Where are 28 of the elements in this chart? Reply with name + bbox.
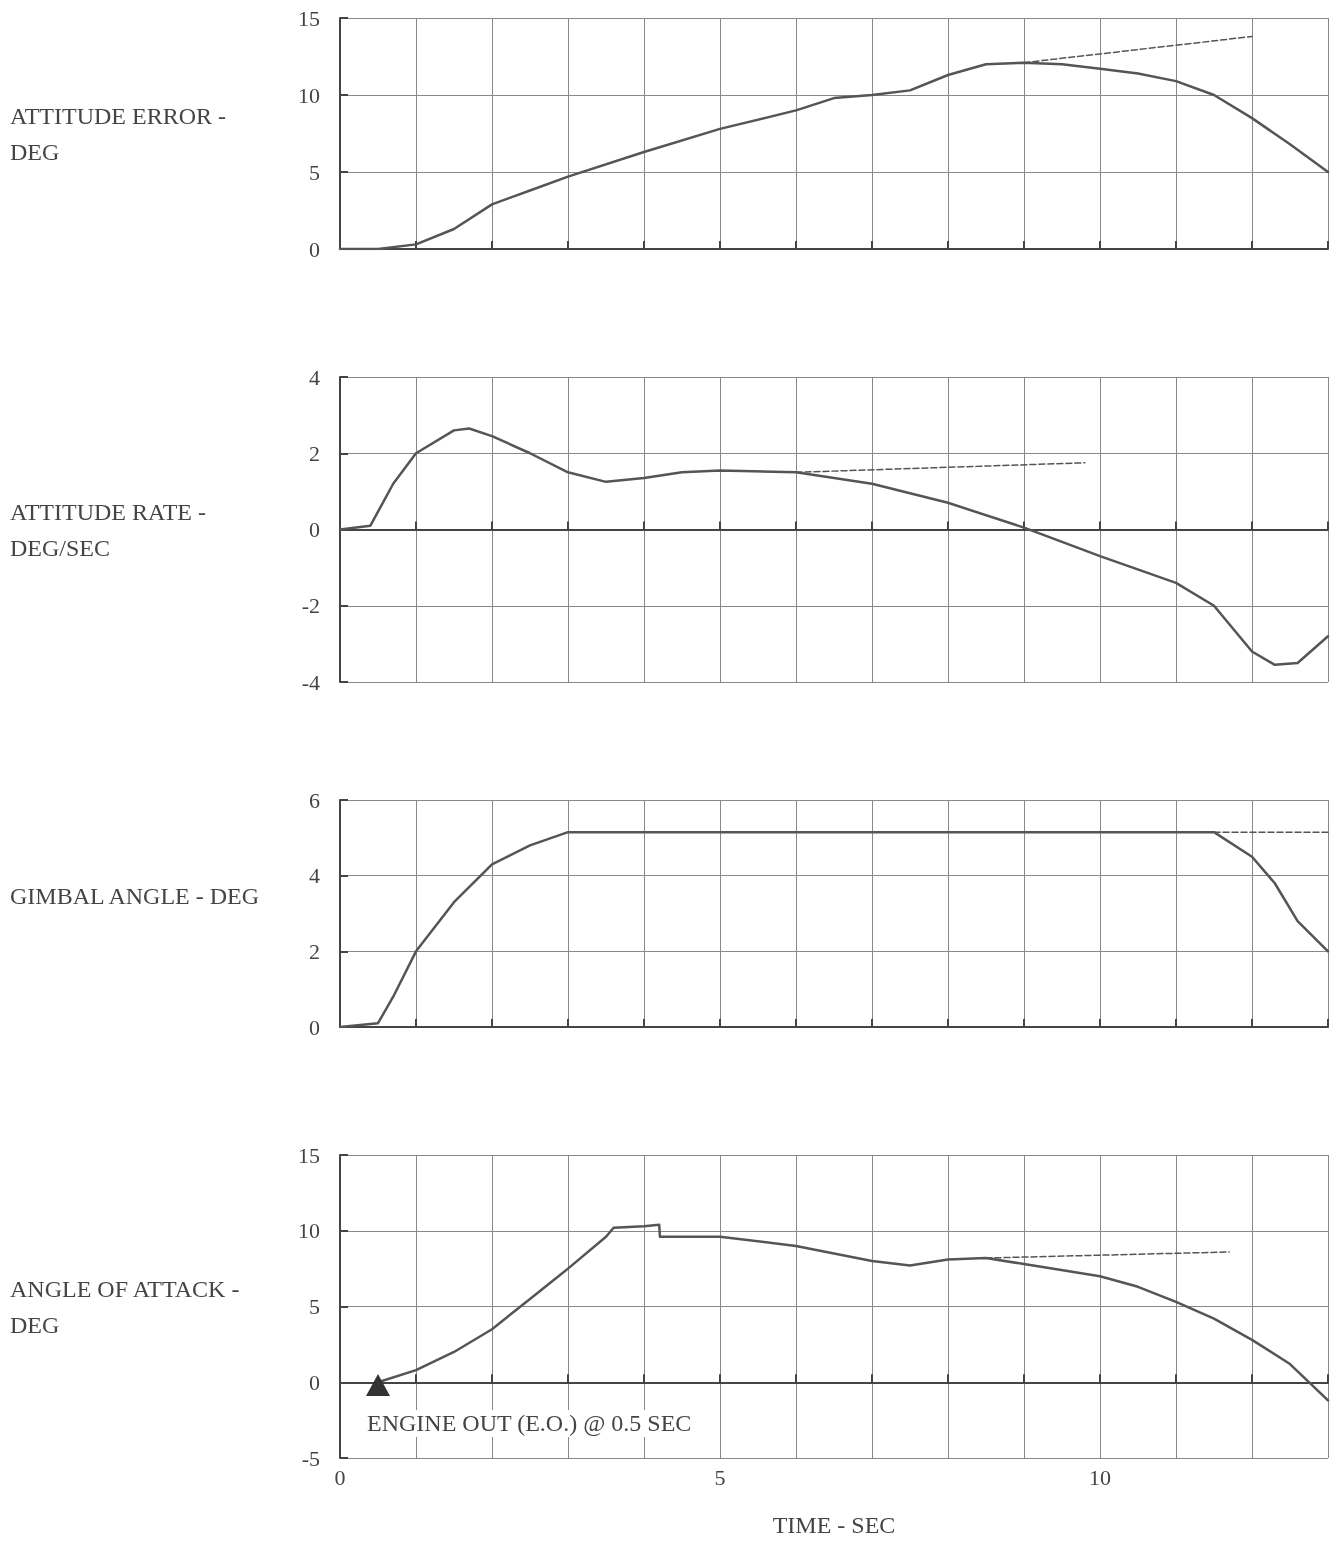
y-tick-label: 6 [309,787,320,813]
y-tick-label: 5 [309,1294,320,1319]
y-tick-label: 2 [309,938,320,964]
y-tick-label: 2 [309,440,320,466]
y-tick-label: 0 [309,236,320,262]
y-axis-title: ATTITUDE ERROR - DEG [10,101,227,167]
y-axis-title: ANGLE OF ATTACK - DEG [10,1274,241,1340]
y-axis-title: ATTITUDE RATE - DEG/SEC [10,497,207,563]
y-tick-label: 15 [298,5,320,31]
y-tick-label: 4 [309,364,320,390]
y-tick-label: 0 [309,1369,320,1395]
y-axis-title: GIMBAL ANGLE - DEG [10,881,261,911]
y-tick-label: 15 [298,1142,320,1168]
y-tick-label: -2 [301,593,320,619]
y-tick-label: 4 [309,863,320,889]
y-tick-label: 10 [298,1218,320,1244]
y-tick-label: 0 [309,1014,320,1040]
line-series [338,427,1330,667]
y-tick-label: -5 [301,1445,320,1471]
y-tick-label: 10 [298,82,320,108]
y-tick-label: 5 [309,159,320,185]
y-tick-label: -4 [301,669,320,695]
annotation: ENGINE OUT (E.O.) @ 0.5 SEC [363,1410,696,1438]
x-tick-label: 5 [714,1464,726,1490]
x-tick-label: 0 [334,1464,346,1490]
x-tick-label: 10 [1089,1464,1111,1490]
x-axis-title: TIME - SEC [772,1512,896,1538]
y-tick-label: 0 [309,517,320,542]
